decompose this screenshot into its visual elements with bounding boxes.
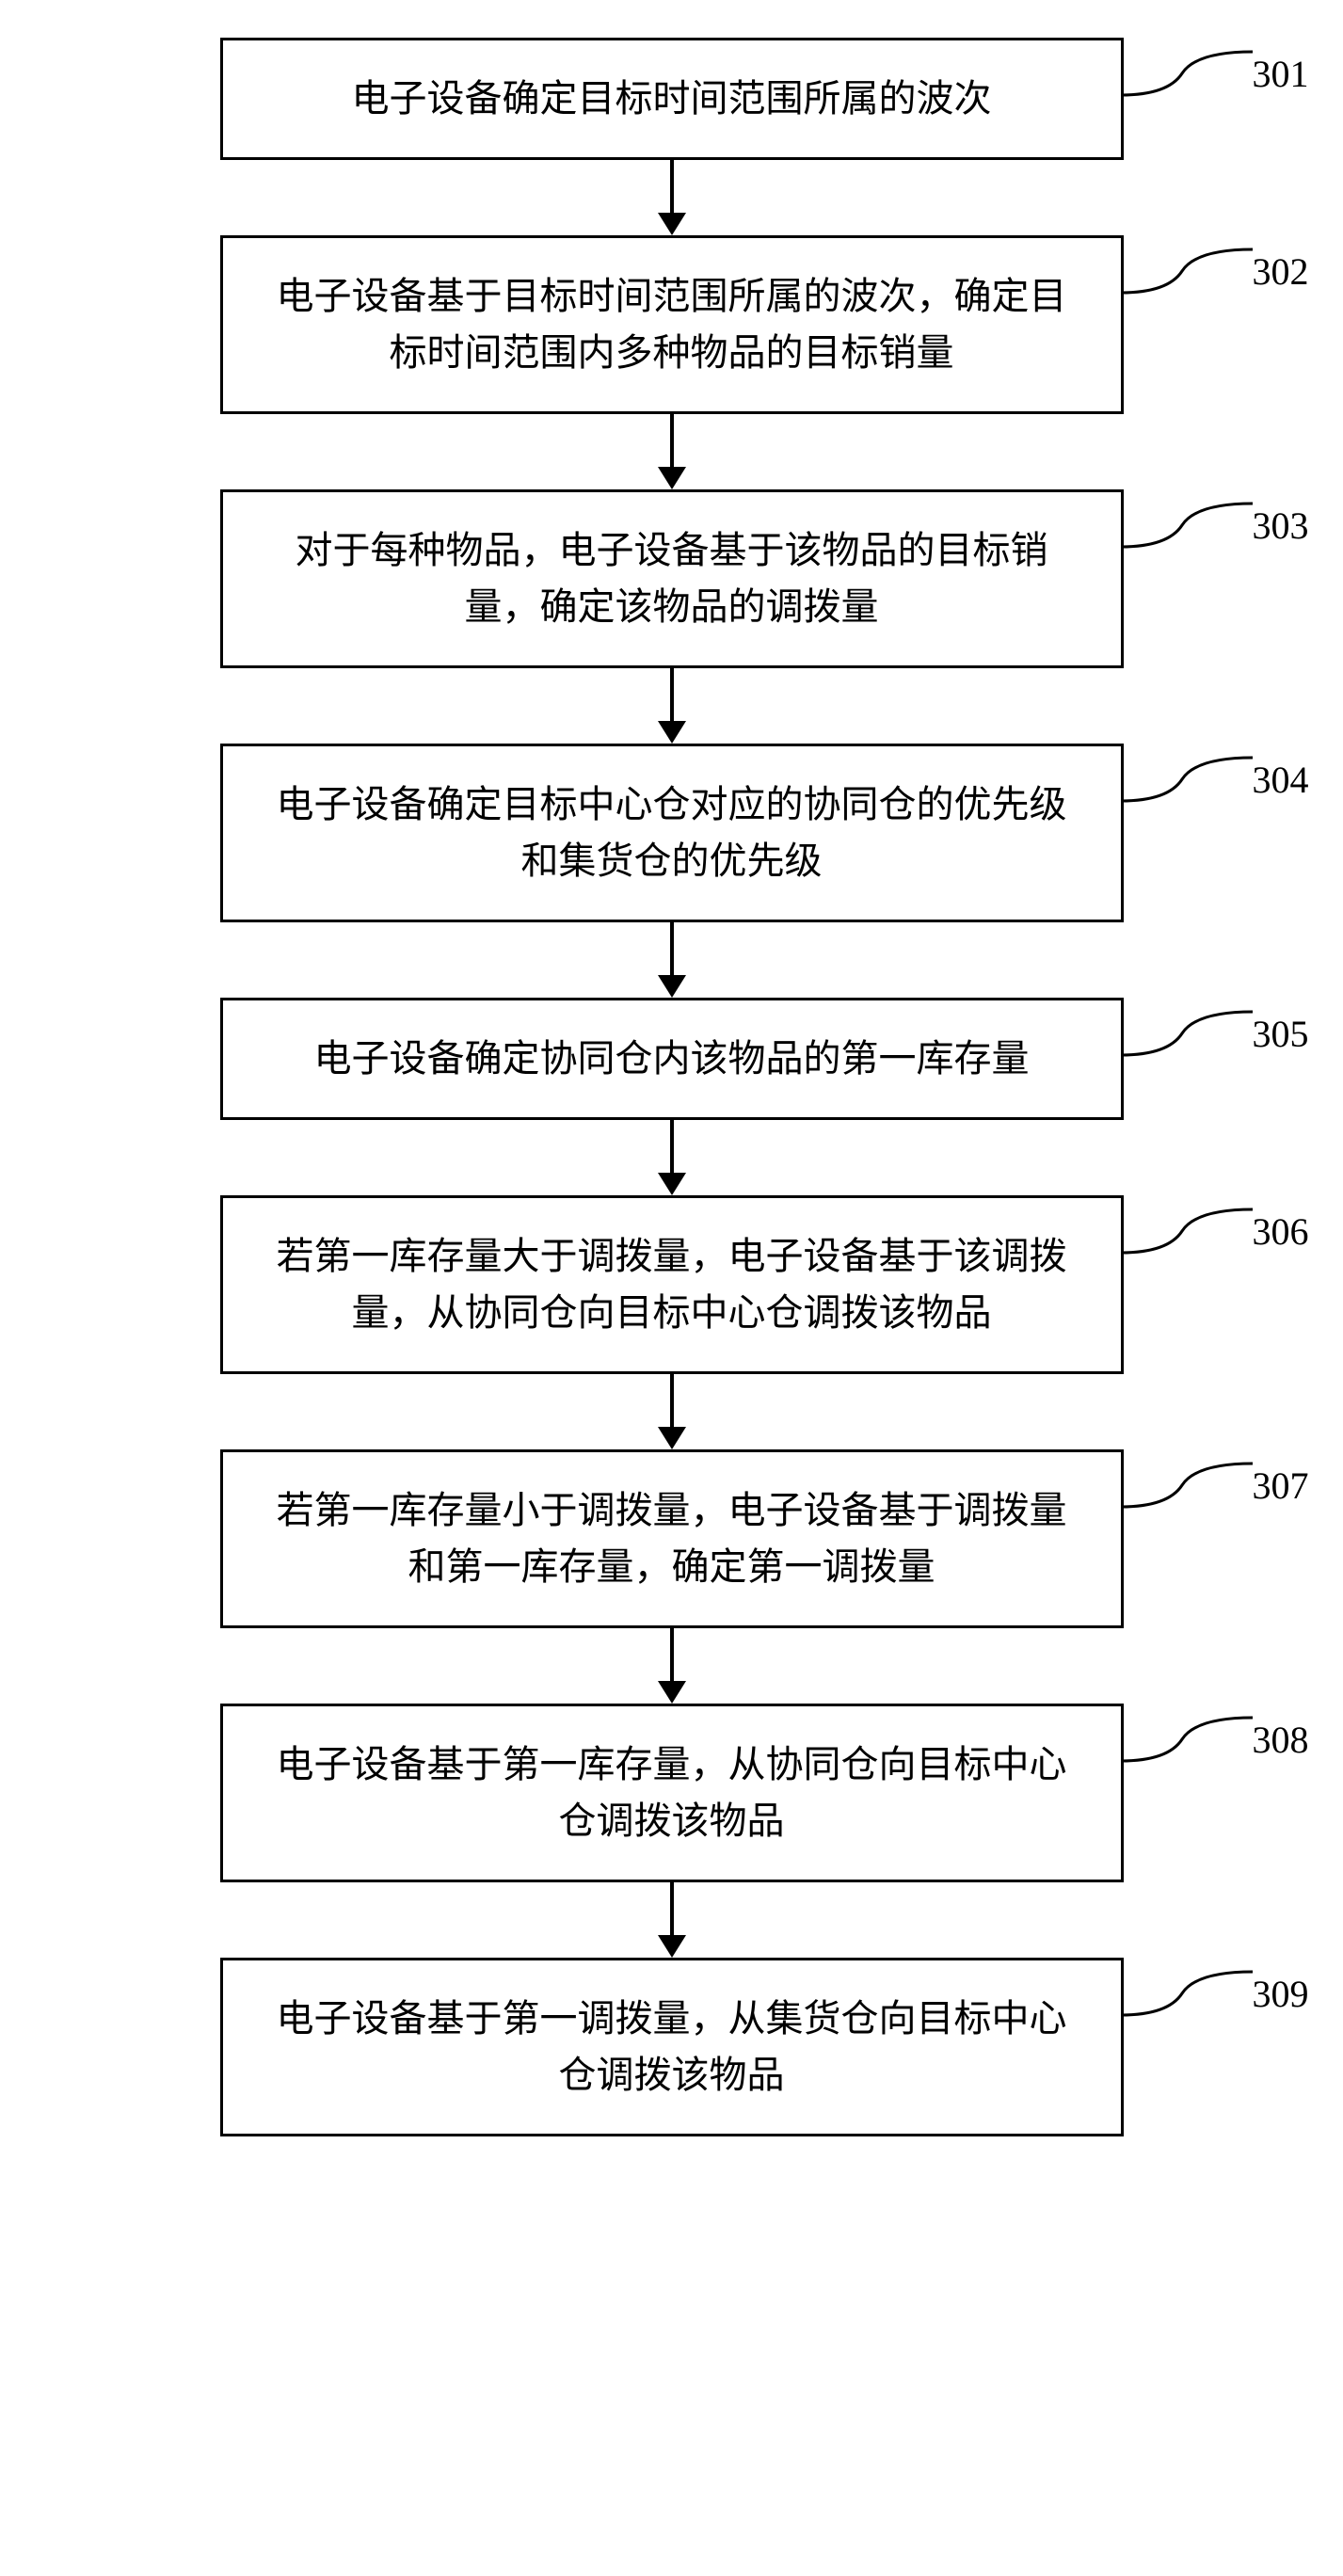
arrow-icon <box>658 414 686 489</box>
step-number: 309 <box>1253 1966 1309 2023</box>
arrow-icon <box>658 668 686 744</box>
step-wrapper: 电子设备确定协同仓内该物品的第一库存量 305 <box>0 998 1343 1195</box>
arrow-icon <box>658 160 686 235</box>
step-text: 电子设备确定协同仓内该物品的第一库存量 <box>314 1037 1030 1080</box>
step-wrapper: 电子设备确定目标时间范围所属的波次 301 <box>0 38 1343 235</box>
connector-curve-icon <box>1121 752 1253 807</box>
connector-curve-icon <box>1121 1712 1253 1767</box>
step-text: 对于每种物品，电子设备基于该物品的目标销量，确定该物品的调拨量 <box>296 529 1048 628</box>
step-number: 305 <box>1253 1006 1309 1063</box>
connector-curve-icon <box>1121 498 1253 552</box>
step-text: 电子设备基于第一调拨量，从集货仓向目标中心仓调拨该物品 <box>277 1997 1067 2096</box>
step-text: 电子设备确定目标时间范围所属的波次 <box>352 77 992 120</box>
connector-curve-icon <box>1121 1458 1253 1512</box>
step-box-301: 电子设备确定目标时间范围所属的波次 301 <box>220 38 1124 160</box>
arrow-icon <box>658 1120 686 1195</box>
step-text: 电子设备基于第一库存量，从协同仓向目标中心仓调拨该物品 <box>277 1743 1067 1842</box>
step-number: 308 <box>1253 1712 1309 1768</box>
step-number: 303 <box>1253 498 1309 554</box>
arrow-icon <box>658 1374 686 1449</box>
step-wrapper: 电子设备基于目标时间范围所属的波次，确定目标时间范围内多种物品的目标销量 302 <box>0 235 1343 489</box>
step-text: 电子设备确定目标中心仓对应的协同仓的优先级和集货仓的优先级 <box>277 783 1067 882</box>
arrow-icon <box>658 922 686 998</box>
step-box-307: 若第一库存量小于调拨量，电子设备基于调拨量和第一库存量，确定第一调拨量 307 <box>220 1449 1124 1628</box>
step-box-305: 电子设备确定协同仓内该物品的第一库存量 305 <box>220 998 1124 1120</box>
arrow-icon <box>658 1628 686 1704</box>
step-number: 307 <box>1253 1458 1309 1514</box>
step-number: 301 <box>1253 46 1309 103</box>
step-text: 若第一库存量小于调拨量，电子设备基于调拨量和第一库存量，确定第一调拨量 <box>277 1489 1067 1588</box>
step-text: 若第一库存量大于调拨量，电子设备基于该调拨量，从协同仓向目标中心仓调拨该物品 <box>277 1235 1067 1334</box>
connector-curve-icon <box>1121 1204 1253 1258</box>
flowchart: 电子设备确定目标时间范围所属的波次 301 电子设备基于目标时间范围所属的波次，… <box>0 38 1343 2136</box>
connector-curve-icon <box>1121 1966 1253 2021</box>
step-number: 306 <box>1253 1204 1309 1260</box>
step-box-308: 电子设备基于第一库存量，从协同仓向目标中心仓调拨该物品 308 <box>220 1704 1124 1882</box>
connector-curve-icon <box>1121 46 1253 101</box>
step-box-302: 电子设备基于目标时间范围所属的波次，确定目标时间范围内多种物品的目标销量 302 <box>220 235 1124 414</box>
step-number: 302 <box>1253 244 1309 300</box>
connector-curve-icon <box>1121 244 1253 298</box>
step-wrapper: 电子设备基于第一调拨量，从集货仓向目标中心仓调拨该物品 309 <box>0 1958 1343 2136</box>
arrow-icon <box>658 1882 686 1958</box>
step-wrapper: 对于每种物品，电子设备基于该物品的目标销量，确定该物品的调拨量 303 <box>0 489 1343 744</box>
step-box-303: 对于每种物品，电子设备基于该物品的目标销量，确定该物品的调拨量 303 <box>220 489 1124 668</box>
step-wrapper: 电子设备基于第一库存量，从协同仓向目标中心仓调拨该物品 308 <box>0 1704 1343 1958</box>
step-number: 304 <box>1253 752 1309 808</box>
step-wrapper: 若第一库存量大于调拨量，电子设备基于该调拨量，从协同仓向目标中心仓调拨该物品 3… <box>0 1195 1343 1449</box>
step-box-309: 电子设备基于第一调拨量，从集货仓向目标中心仓调拨该物品 309 <box>220 1958 1124 2136</box>
step-wrapper: 电子设备确定目标中心仓对应的协同仓的优先级和集货仓的优先级 304 <box>0 744 1343 998</box>
step-wrapper: 若第一库存量小于调拨量，电子设备基于调拨量和第一库存量，确定第一调拨量 307 <box>0 1449 1343 1704</box>
step-text: 电子设备基于目标时间范围所属的波次，确定目标时间范围内多种物品的目标销量 <box>277 275 1067 374</box>
step-box-306: 若第一库存量大于调拨量，电子设备基于该调拨量，从协同仓向目标中心仓调拨该物品 3… <box>220 1195 1124 1374</box>
step-box-304: 电子设备确定目标中心仓对应的协同仓的优先级和集货仓的优先级 304 <box>220 744 1124 922</box>
connector-curve-icon <box>1121 1006 1253 1061</box>
